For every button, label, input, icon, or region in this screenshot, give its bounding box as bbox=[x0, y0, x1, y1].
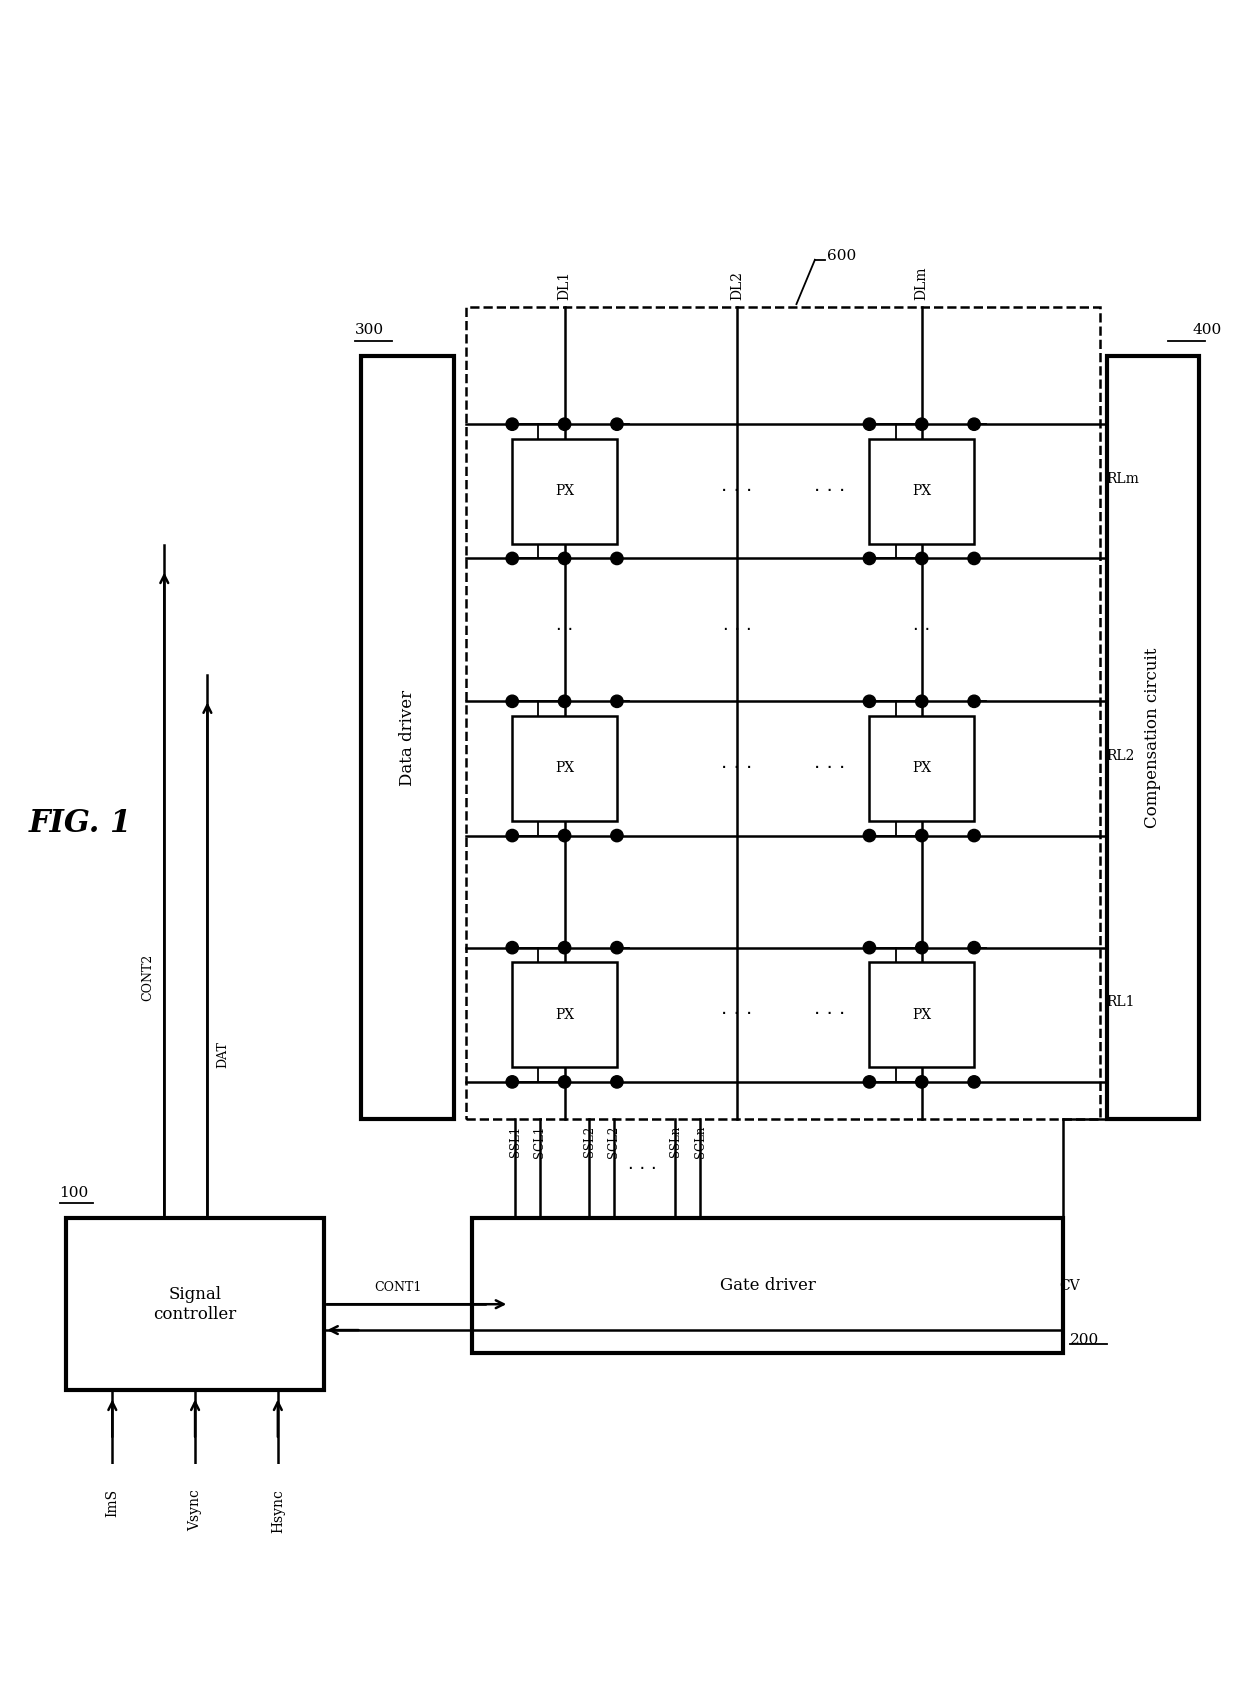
Bar bbox=[512, 440, 618, 543]
Circle shape bbox=[611, 552, 622, 565]
Circle shape bbox=[611, 830, 622, 842]
Text: SSLn: SSLn bbox=[668, 1125, 682, 1157]
Text: PX: PX bbox=[913, 762, 931, 776]
Text: Signal
controller: Signal controller bbox=[154, 1286, 237, 1322]
Text: PX: PX bbox=[913, 1008, 931, 1022]
Circle shape bbox=[968, 830, 981, 842]
Bar bbox=[66, 1218, 325, 1390]
Text: SSL2: SSL2 bbox=[583, 1125, 595, 1157]
Text: · · ·: · · · bbox=[627, 1159, 656, 1178]
Circle shape bbox=[558, 830, 570, 842]
Circle shape bbox=[863, 942, 875, 954]
Text: 300: 300 bbox=[355, 324, 384, 338]
Text: · · ·: · · · bbox=[722, 759, 753, 777]
Circle shape bbox=[611, 1076, 622, 1088]
Text: DL2: DL2 bbox=[730, 272, 744, 300]
Text: PX: PX bbox=[556, 484, 574, 499]
Circle shape bbox=[558, 552, 570, 565]
Circle shape bbox=[506, 942, 518, 954]
Circle shape bbox=[863, 1076, 875, 1088]
Text: ImS: ImS bbox=[105, 1488, 119, 1517]
Text: Data driver: Data driver bbox=[399, 689, 417, 786]
Text: FIG. 1: FIG. 1 bbox=[29, 808, 131, 840]
Text: · · ·: · · · bbox=[813, 482, 844, 501]
Bar bbox=[869, 962, 975, 1067]
Text: CONT1: CONT1 bbox=[374, 1281, 422, 1295]
Text: DL1: DL1 bbox=[558, 272, 572, 300]
Text: · · ·: · · · bbox=[723, 621, 751, 638]
Text: Hsync: Hsync bbox=[270, 1488, 285, 1532]
Circle shape bbox=[506, 1076, 518, 1088]
Circle shape bbox=[863, 830, 875, 842]
Text: · · ·: · · · bbox=[813, 1005, 844, 1025]
Circle shape bbox=[506, 552, 518, 565]
Bar bbox=[472, 1218, 1064, 1354]
Circle shape bbox=[558, 696, 570, 708]
Bar bbox=[869, 440, 975, 543]
Bar bbox=[361, 356, 454, 1120]
Circle shape bbox=[558, 1076, 570, 1088]
Circle shape bbox=[968, 552, 981, 565]
Circle shape bbox=[506, 830, 518, 842]
Text: CV: CV bbox=[1059, 1280, 1080, 1293]
Circle shape bbox=[506, 417, 518, 431]
Circle shape bbox=[915, 417, 928, 431]
Text: · ·: · · bbox=[913, 621, 930, 638]
Text: 400: 400 bbox=[1193, 324, 1221, 338]
Text: RL2: RL2 bbox=[1106, 748, 1135, 764]
Circle shape bbox=[915, 830, 928, 842]
Circle shape bbox=[968, 942, 981, 954]
Circle shape bbox=[968, 696, 981, 708]
Text: Compensation circuit: Compensation circuit bbox=[1145, 648, 1161, 828]
Text: 200: 200 bbox=[1070, 1334, 1099, 1347]
Circle shape bbox=[611, 942, 622, 954]
Circle shape bbox=[558, 417, 570, 431]
Text: PX: PX bbox=[913, 484, 931, 499]
Text: Gate driver: Gate driver bbox=[720, 1278, 816, 1295]
Text: · · ·: · · · bbox=[722, 1005, 753, 1025]
Circle shape bbox=[968, 1076, 981, 1088]
Text: DLm: DLm bbox=[915, 266, 929, 300]
Circle shape bbox=[915, 552, 928, 565]
Bar bbox=[512, 962, 618, 1067]
Bar bbox=[869, 716, 975, 821]
Text: CONT2: CONT2 bbox=[141, 954, 155, 1001]
Text: PX: PX bbox=[556, 762, 574, 776]
Bar bbox=[1106, 356, 1199, 1120]
Text: 100: 100 bbox=[60, 1186, 89, 1200]
Circle shape bbox=[915, 942, 928, 954]
Text: PX: PX bbox=[556, 1008, 574, 1022]
Text: · · ·: · · · bbox=[813, 759, 844, 777]
Text: · · ·: · · · bbox=[722, 482, 753, 501]
Text: RL1: RL1 bbox=[1106, 996, 1135, 1010]
Circle shape bbox=[863, 417, 875, 431]
Bar bbox=[512, 716, 618, 821]
Text: Vsync: Vsync bbox=[188, 1488, 202, 1531]
Text: SCL1: SCL1 bbox=[533, 1125, 547, 1157]
Circle shape bbox=[506, 696, 518, 708]
Circle shape bbox=[915, 696, 928, 708]
Text: · ·: · · bbox=[556, 621, 573, 638]
Text: DAT: DAT bbox=[216, 1040, 229, 1067]
Circle shape bbox=[611, 696, 622, 708]
Circle shape bbox=[611, 417, 622, 431]
Text: SCL2: SCL2 bbox=[608, 1125, 620, 1157]
Text: SCLn: SCLn bbox=[693, 1125, 707, 1157]
Circle shape bbox=[915, 1076, 928, 1088]
Circle shape bbox=[558, 942, 570, 954]
Bar bbox=[466, 307, 1100, 1120]
Circle shape bbox=[968, 417, 981, 431]
Text: SSL1: SSL1 bbox=[508, 1125, 522, 1157]
Circle shape bbox=[863, 696, 875, 708]
Text: RLm: RLm bbox=[1106, 472, 1140, 485]
Circle shape bbox=[863, 552, 875, 565]
Text: 600: 600 bbox=[827, 249, 857, 263]
